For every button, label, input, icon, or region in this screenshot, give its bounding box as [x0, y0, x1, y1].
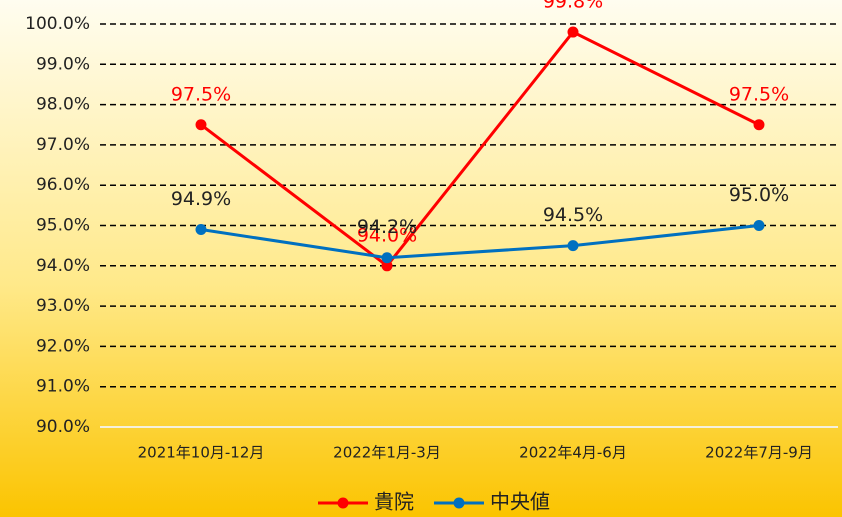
data-label: 94.9%	[171, 188, 231, 210]
legend-marker	[337, 497, 349, 509]
y-tick-label: 96.0%	[36, 175, 90, 195]
point	[567, 240, 579, 252]
data-label: 94.0%	[357, 224, 417, 246]
data-label: 99.8%	[543, 0, 603, 13]
x-tick-label: 2021年10月-12月	[138, 444, 265, 462]
x-tick-label: 2022年1月-3月	[333, 444, 441, 462]
series-line	[200, 30, 760, 268]
x-tick-label: 2022年4月-6月	[519, 444, 627, 462]
y-tick-label: 90.0%	[36, 417, 90, 437]
data-label: 97.5%	[171, 83, 231, 105]
data-label: 94.5%	[543, 204, 603, 226]
point	[195, 119, 207, 131]
data-label: 95.0%	[729, 184, 789, 206]
y-tick-label: 100.0%	[25, 14, 90, 34]
series-line	[200, 224, 760, 260]
point	[381, 252, 393, 264]
x-tick-label: 2022年7月-9月	[705, 444, 813, 462]
legend-label: 中央値	[490, 490, 550, 514]
point	[753, 220, 765, 231]
y-tick-label: 98.0%	[36, 95, 90, 115]
y-tick-label: 94.0%	[36, 256, 90, 276]
point	[753, 119, 765, 131]
data-label: 94.2%	[357, 216, 417, 238]
point	[567, 26, 579, 38]
legend-marker	[453, 497, 465, 509]
y-tick-label: 99.0%	[36, 54, 90, 74]
legend-label: 貴院	[374, 490, 414, 514]
y-tick-label: 91.0%	[36, 377, 90, 397]
point	[195, 224, 207, 236]
data-label: 97.5%	[729, 83, 789, 105]
y-tick-label: 97.0%	[36, 135, 90, 155]
point	[381, 260, 393, 272]
y-tick-label: 95.0%	[36, 216, 90, 236]
y-tick-label: 92.0%	[36, 336, 90, 356]
y-tick-label: 93.0%	[36, 296, 90, 316]
